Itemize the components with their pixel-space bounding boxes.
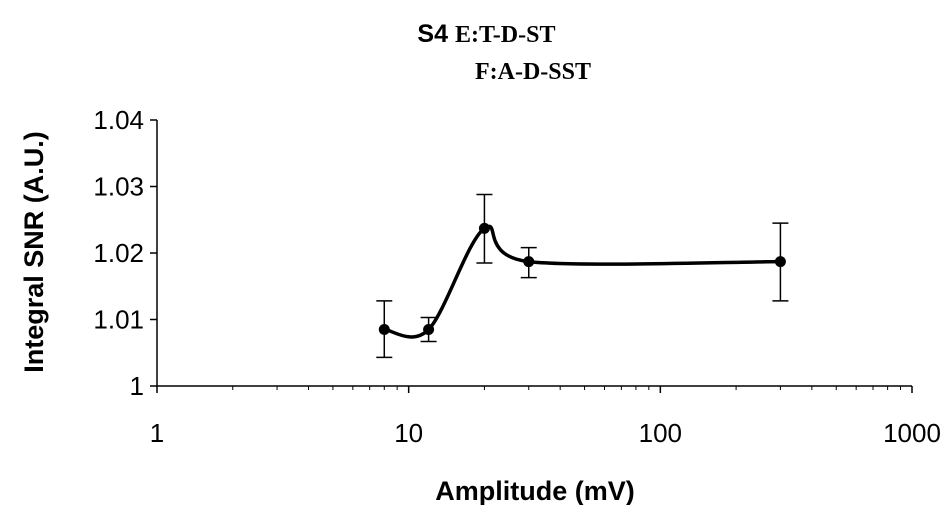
data-point <box>523 256 535 268</box>
data-point <box>378 323 390 335</box>
series-layer <box>376 193 789 359</box>
y-tick-label: 1 <box>130 371 144 401</box>
y-tick-label: 1.04 <box>93 105 144 135</box>
axes: 1 1.01 1.02 1.03 1.04 1 10 100 1000 <box>93 105 941 448</box>
series-line <box>382 224 783 339</box>
x-tick-label: 100 <box>639 418 682 448</box>
y-tick-label: 1.02 <box>93 238 144 268</box>
x-tick-label: 1000 <box>883 418 941 448</box>
title-line-2: F:A-D-SST <box>475 59 591 85</box>
x-tick-label: 1 <box>150 418 164 448</box>
y-tick-label: 1.01 <box>93 305 144 335</box>
data-point <box>423 323 435 335</box>
y-tick-label: 1.03 <box>93 172 144 202</box>
y-axis-label: Integral SNR (A.U.) <box>19 131 49 373</box>
chart-title: S4 E:T-D-ST F:A-D-SST <box>417 20 591 85</box>
title-prefix: S4 <box>417 20 448 48</box>
x-axis-label: Amplitude (mV) <box>435 476 635 505</box>
data-point <box>478 222 490 234</box>
x-tick-label: 10 <box>394 418 423 448</box>
title-line-1: E:T-D-ST <box>455 22 555 48</box>
data-point <box>774 256 786 268</box>
